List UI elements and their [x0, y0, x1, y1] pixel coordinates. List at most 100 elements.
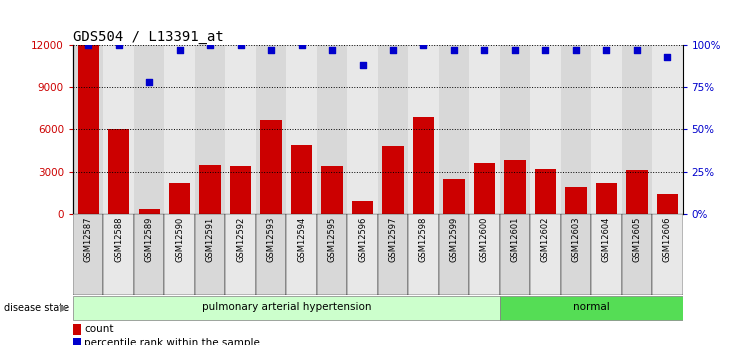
Text: GSM12593: GSM12593 — [266, 216, 276, 262]
Text: percentile rank within the sample: percentile rank within the sample — [84, 338, 260, 345]
Text: GSM12594: GSM12594 — [297, 216, 306, 262]
Bar — [164, 45, 195, 214]
Point — [235, 42, 247, 48]
Text: GSM12603: GSM12603 — [572, 216, 580, 262]
Bar — [195, 45, 226, 214]
Bar — [652, 214, 683, 295]
Bar — [347, 45, 378, 214]
Point — [113, 42, 125, 48]
Bar — [591, 45, 622, 214]
Text: GSM12592: GSM12592 — [236, 216, 245, 262]
Text: GSM12587: GSM12587 — [84, 216, 93, 262]
Bar — [73, 45, 104, 214]
Text: GSM12598: GSM12598 — [419, 216, 428, 262]
Text: GSM12589: GSM12589 — [145, 216, 154, 262]
Point — [296, 42, 307, 48]
Bar — [73, 337, 81, 345]
Bar — [408, 45, 439, 214]
Bar — [226, 214, 256, 295]
Bar — [657, 194, 678, 214]
Point — [82, 42, 94, 48]
Text: count: count — [84, 324, 113, 334]
Text: GSM12591: GSM12591 — [206, 216, 215, 262]
Text: ▶: ▶ — [60, 303, 67, 313]
Text: GSM12588: GSM12588 — [114, 216, 123, 262]
Bar — [383, 146, 404, 214]
Text: GSM12606: GSM12606 — [663, 216, 672, 262]
Bar — [195, 214, 226, 295]
Point — [539, 47, 551, 53]
Bar — [352, 200, 373, 214]
Bar — [622, 45, 652, 214]
Bar — [565, 187, 586, 214]
Point — [631, 47, 642, 53]
Text: GSM12597: GSM12597 — [388, 216, 398, 262]
Text: GSM12605: GSM12605 — [632, 216, 642, 262]
Point — [265, 47, 277, 53]
Bar — [626, 170, 648, 214]
Text: GSM12595: GSM12595 — [328, 216, 337, 262]
Point — [570, 47, 582, 53]
Bar — [199, 165, 220, 214]
Bar — [596, 183, 617, 214]
Point — [204, 42, 216, 48]
Bar — [443, 179, 464, 214]
Bar — [622, 214, 652, 295]
Text: disease state: disease state — [4, 303, 69, 313]
Point — [509, 47, 520, 53]
Bar — [413, 117, 434, 214]
Bar — [500, 45, 530, 214]
Bar — [561, 214, 591, 295]
Point — [601, 47, 612, 53]
Bar — [73, 214, 104, 295]
Bar — [164, 214, 195, 295]
Text: GDS504 / L13391_at: GDS504 / L13391_at — [73, 30, 224, 44]
Point — [326, 47, 338, 53]
Bar — [535, 169, 556, 214]
Bar — [77, 45, 99, 214]
Bar — [408, 214, 439, 295]
Bar — [286, 45, 317, 214]
Bar — [261, 119, 282, 214]
Bar — [134, 214, 164, 295]
Text: GSM12601: GSM12601 — [510, 216, 520, 262]
Point — [479, 47, 491, 53]
Point — [661, 54, 673, 59]
Point — [448, 47, 460, 53]
Text: normal: normal — [573, 303, 610, 312]
Bar — [504, 160, 526, 214]
Text: GSM12599: GSM12599 — [450, 216, 458, 262]
Bar — [104, 45, 134, 214]
Bar — [347, 214, 378, 295]
Bar — [317, 45, 347, 214]
Text: GSM12602: GSM12602 — [541, 216, 550, 262]
Bar — [439, 214, 469, 295]
Bar — [256, 214, 286, 295]
Bar — [530, 45, 561, 214]
Text: GSM12596: GSM12596 — [358, 216, 367, 262]
Bar — [317, 214, 347, 295]
Text: GSM12600: GSM12600 — [480, 216, 489, 262]
Point — [357, 62, 369, 68]
Bar — [73, 296, 500, 319]
Bar — [230, 166, 251, 214]
Bar — [169, 183, 191, 214]
Bar — [378, 45, 408, 214]
Text: pulmonary arterial hypertension: pulmonary arterial hypertension — [201, 303, 371, 312]
Bar — [469, 214, 500, 295]
Bar — [73, 324, 81, 335]
Point — [174, 47, 185, 53]
Bar — [500, 296, 683, 319]
Bar — [500, 214, 530, 295]
Text: GSM12604: GSM12604 — [602, 216, 611, 262]
Bar — [256, 45, 286, 214]
Bar — [134, 45, 164, 214]
Bar — [474, 163, 495, 214]
Bar — [530, 214, 561, 295]
Bar — [104, 214, 134, 295]
Point — [418, 42, 429, 48]
Bar — [591, 214, 622, 295]
Bar — [439, 45, 469, 214]
Point — [143, 79, 155, 85]
Point — [387, 47, 399, 53]
